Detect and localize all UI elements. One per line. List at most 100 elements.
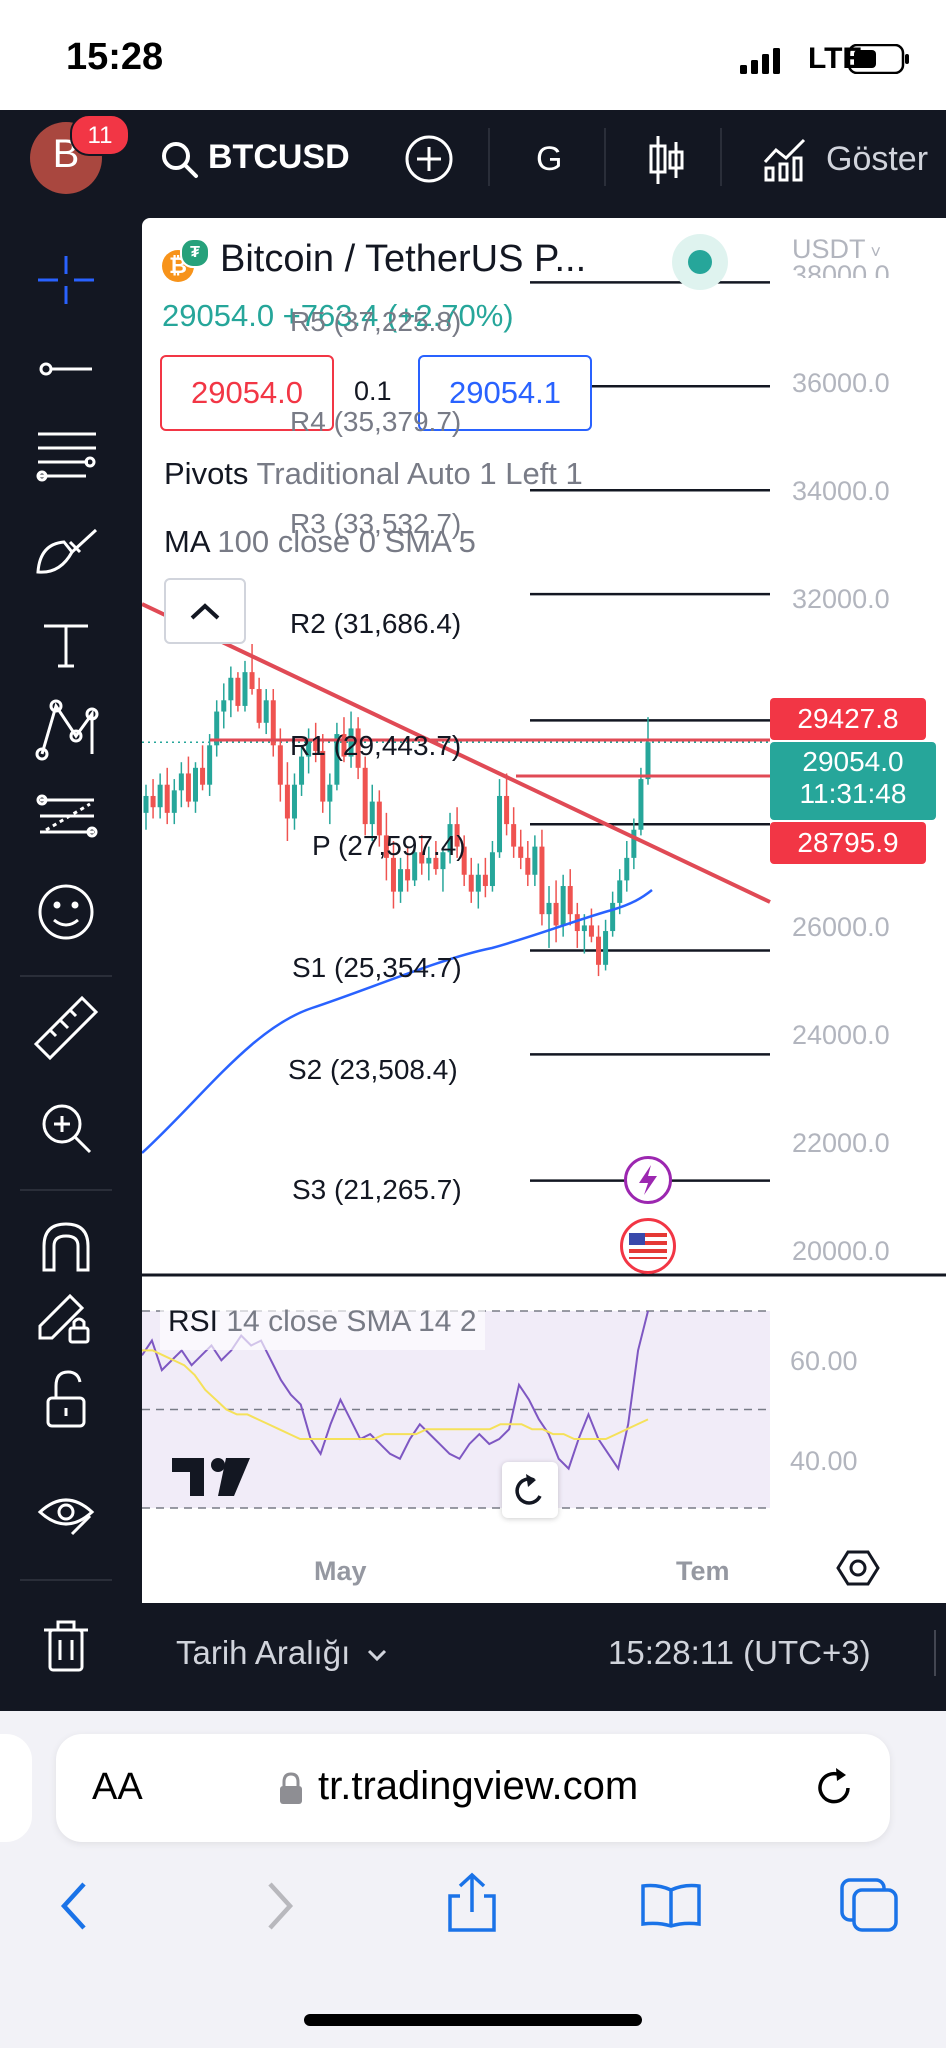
chart-panel[interactable] xyxy=(142,218,946,1603)
bookmarks-button[interactable] xyxy=(640,1882,702,1928)
status-time: 15:28 xyxy=(66,36,164,78)
compare-symbol-button[interactable] xyxy=(404,134,454,184)
lock-drawings-icon[interactable] xyxy=(38,1293,90,1344)
indicators-icon xyxy=(763,138,806,182)
text-tool-icon[interactable] xyxy=(44,624,88,668)
toolbar-divider xyxy=(720,128,722,186)
brush-icon[interactable] xyxy=(36,528,98,574)
lower-level-badge: 28795.9 xyxy=(770,822,926,864)
tabs-button[interactable] xyxy=(838,1876,900,1934)
candle xyxy=(214,700,220,757)
url-text[interactable]: tr.tradingview.com xyxy=(318,1764,639,1808)
upper-level-value: 29427.8 xyxy=(797,703,899,734)
indicators-button[interactable]: Göster xyxy=(762,134,946,186)
candle xyxy=(383,812,389,881)
pivots-legend[interactable]: Pivots Traditional Auto 1 Left 1 xyxy=(164,456,583,492)
candle xyxy=(376,790,382,847)
reset-chart-button[interactable] xyxy=(502,1462,558,1518)
trend-line-icon[interactable] xyxy=(39,362,92,376)
candle xyxy=(192,762,198,813)
collapse-legend-button[interactable] xyxy=(164,578,246,644)
interval-button[interactable]: G xyxy=(536,140,563,178)
candle xyxy=(390,840,396,909)
candle xyxy=(596,925,602,977)
crosshair-icon[interactable] xyxy=(38,256,94,304)
date-range-label: Tarih Aralığı xyxy=(176,1634,351,1671)
pivot-label-s1: S1 (25,354.7) xyxy=(292,952,462,983)
chevron-down-icon: ˅ xyxy=(865,242,882,262)
price-axis-label: 22000.0 xyxy=(792,1128,890,1158)
candle xyxy=(263,689,269,735)
candle xyxy=(150,779,156,819)
pivot-label-s2: S2 (23,508.4) xyxy=(288,1054,458,1085)
candle xyxy=(412,840,418,887)
horizontal-lines-icon[interactable] xyxy=(36,432,96,482)
forward-button[interactable] xyxy=(262,1880,298,1932)
candle xyxy=(207,734,213,796)
chevron-down-icon xyxy=(368,1650,387,1662)
share-button[interactable] xyxy=(446,1872,498,1934)
candle xyxy=(525,840,531,887)
buy-button[interactable]: 29054.1 xyxy=(418,355,592,431)
rsi-axis-label: 60.00 xyxy=(790,1346,858,1376)
candle xyxy=(426,846,432,881)
candle xyxy=(475,863,481,909)
symbol-search[interactable]: BTCUSD xyxy=(158,132,358,184)
buy-price: 29054.1 xyxy=(448,375,562,410)
reload-button[interactable] xyxy=(812,1766,856,1810)
tether-logo-icon: ₮ xyxy=(180,238,210,268)
back-button[interactable] xyxy=(56,1880,92,1932)
lightning-event-icon[interactable] xyxy=(624,1156,672,1204)
ma-params: 100 close 0 SMA 5 xyxy=(217,524,476,559)
pivot-label-r4: R4 (35,379.7) xyxy=(290,406,462,437)
chart-settings-button[interactable] xyxy=(836,1546,880,1590)
price-axis-label: 32000.0 xyxy=(792,584,890,614)
us-flag-event-icon[interactable] xyxy=(620,1218,676,1274)
time-zone-clock[interactable]: 15:28:11 (UTC+3) xyxy=(608,1634,871,1671)
upper-level-badge: 29427.8 xyxy=(770,698,926,740)
ruler-icon[interactable] xyxy=(33,995,99,1061)
pivot-label-r2: R2 (31,686.4) xyxy=(290,608,462,639)
text-size-button[interactable]: AA xyxy=(92,1766,143,1808)
previous-tab-preview[interactable] xyxy=(0,1734,32,1842)
candle xyxy=(405,846,411,892)
candle xyxy=(185,756,191,808)
candle xyxy=(320,734,326,813)
price-chart[interactable] xyxy=(142,218,946,1603)
status-bar xyxy=(0,0,946,110)
sell-button[interactable]: 29054.0 xyxy=(160,355,334,431)
pivots-name: Pivots xyxy=(164,456,249,491)
market-status-indicator[interactable] xyxy=(672,234,728,290)
tradingview-logo[interactable] xyxy=(170,1456,252,1500)
candle xyxy=(588,908,594,943)
candle xyxy=(419,835,425,875)
trash-icon[interactable] xyxy=(44,1620,88,1672)
chart-type-button[interactable] xyxy=(646,132,686,188)
rsi-line xyxy=(142,1310,649,1472)
book-icon xyxy=(641,1883,701,1928)
candle xyxy=(256,677,262,729)
unlock-icon[interactable] xyxy=(46,1370,86,1428)
lower-level-value: 28795.9 xyxy=(797,827,899,858)
emoji-icon[interactable] xyxy=(38,884,94,940)
symbol-title[interactable]: Bitcoin / TetherUS P... xyxy=(220,238,587,280)
search-icon xyxy=(162,142,198,178)
pattern-tool-icon[interactable] xyxy=(35,699,99,761)
candle xyxy=(200,745,206,791)
price-axis-label: 20000.0 xyxy=(792,1236,890,1266)
magnet-icon[interactable] xyxy=(42,1222,90,1272)
address-bar[interactable] xyxy=(56,1734,890,1842)
date-range-selector[interactable]: Tarih Aralığı xyxy=(176,1634,389,1672)
candle xyxy=(235,672,241,712)
notification-badge: 11 xyxy=(70,114,130,156)
currency-selector[interactable]: USDT ˅ xyxy=(792,234,881,265)
candle xyxy=(291,773,297,830)
fib-tool-icon[interactable] xyxy=(36,794,98,838)
ma-name: MA xyxy=(164,524,209,559)
candle xyxy=(546,886,552,948)
visibility-icon[interactable] xyxy=(37,1498,95,1536)
ma-legend[interactable]: MA 100 close 0 SMA 5 xyxy=(164,524,476,560)
zoom-icon[interactable] xyxy=(42,1104,92,1154)
rsi-legend[interactable]: RSI 14 close SMA 14 2 xyxy=(160,1302,485,1350)
tabs-icon xyxy=(840,1878,898,1932)
